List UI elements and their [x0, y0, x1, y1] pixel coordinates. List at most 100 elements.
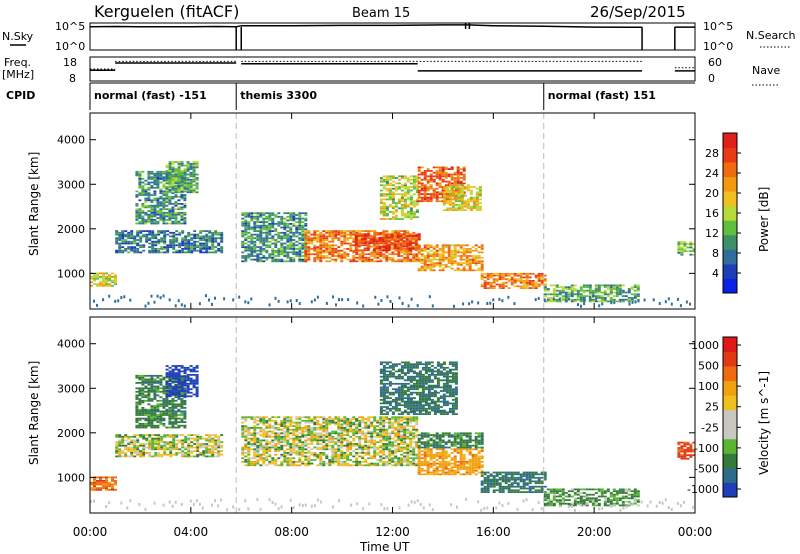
data-cell	[447, 253, 451, 256]
data-cell	[325, 444, 329, 447]
data-cell	[310, 421, 314, 424]
data-cell	[295, 418, 299, 420]
data-cell	[162, 186, 166, 189]
data-cell	[337, 255, 341, 257]
data-cell	[265, 233, 269, 236]
data-cell	[259, 421, 263, 424]
data-cell	[250, 444, 254, 447]
data-cell	[447, 173, 451, 176]
data-cell	[195, 191, 199, 194]
data-cell	[165, 395, 169, 398]
data-cell	[93, 274, 96, 277]
ground-scatter-cell	[108, 294, 111, 298]
data-cell	[165, 368, 169, 371]
data-cell	[199, 231, 203, 234]
data-cell	[217, 443, 221, 445]
data-cell	[627, 288, 631, 290]
ground-scatter-cell	[652, 298, 655, 302]
data-cell	[283, 453, 287, 456]
data-cell	[244, 228, 248, 231]
data-cell	[145, 237, 149, 240]
data-cell	[172, 441, 176, 444]
data-cell	[357, 233, 361, 236]
data-cell	[295, 226, 299, 229]
data-cell	[274, 437, 278, 440]
data-cell	[108, 481, 111, 484]
data-cell	[211, 240, 215, 243]
data-cell	[442, 196, 446, 199]
data-cell	[400, 218, 404, 220]
data-cell	[178, 246, 182, 248]
data-cell	[135, 394, 139, 397]
data-cell	[349, 230, 353, 232]
data-cell	[310, 248, 314, 250]
data-cell	[262, 460, 266, 463]
data-cell	[156, 405, 160, 407]
data-cell	[283, 444, 287, 447]
ground-scatter-cell	[634, 300, 637, 304]
data-cell	[177, 417, 181, 420]
data-cell	[331, 444, 335, 447]
data-cell	[319, 246, 323, 248]
data-cell	[259, 233, 263, 236]
data-cell	[157, 441, 161, 444]
data-cell	[145, 439, 149, 442]
data-cell	[441, 178, 445, 181]
data-cell	[454, 187, 458, 190]
data-cell	[253, 434, 257, 436]
data-cell	[150, 374, 154, 377]
data-cell	[408, 247, 412, 250]
data-cell	[358, 237, 362, 240]
data-cell	[477, 256, 481, 259]
data-cell	[280, 462, 284, 465]
data-cell	[172, 443, 176, 445]
data-cell	[171, 370, 175, 373]
data-cell	[390, 236, 394, 239]
data-cell	[214, 237, 218, 240]
data-cell	[540, 281, 544, 284]
data-cell	[489, 281, 493, 284]
data-cell	[271, 223, 275, 225]
data-cell	[448, 186, 452, 188]
ground-scatter-cell	[159, 296, 162, 300]
data-cell	[148, 231, 152, 234]
data-cell	[381, 240, 385, 243]
data-cell	[256, 460, 260, 463]
data-cell	[184, 441, 188, 444]
data-cell	[364, 256, 368, 259]
ground-scatter-cell	[247, 301, 250, 305]
data-cell	[319, 240, 323, 243]
data-cell	[163, 246, 167, 248]
data-cell	[241, 246, 245, 248]
data-cell	[153, 204, 157, 207]
data-cell	[391, 200, 395, 203]
data-cell	[343, 453, 347, 456]
data-cell	[171, 377, 175, 380]
data-cell	[465, 264, 469, 266]
data-cell	[289, 239, 293, 241]
data-cell	[501, 278, 505, 281]
data-cell	[444, 177, 448, 179]
data-cell	[456, 249, 460, 252]
colorbar-swatch	[723, 234, 737, 250]
data-cell	[352, 249, 356, 252]
data-cell	[159, 213, 163, 216]
data-cell	[150, 178, 154, 180]
data-cell	[165, 399, 169, 402]
data-cell	[552, 289, 556, 292]
data-cell	[561, 289, 565, 292]
data-cell	[259, 231, 263, 234]
data-cell	[450, 258, 454, 261]
data-cell	[394, 216, 398, 219]
data-cell	[445, 195, 449, 197]
data-cell	[153, 174, 157, 177]
data-cell	[171, 412, 175, 415]
data-cell	[127, 251, 131, 254]
data-cell	[534, 285, 538, 288]
data-cell	[289, 223, 293, 225]
data-cell	[411, 245, 415, 248]
data-cell	[256, 455, 260, 458]
data-cell	[576, 297, 580, 299]
data-cell	[193, 439, 197, 442]
